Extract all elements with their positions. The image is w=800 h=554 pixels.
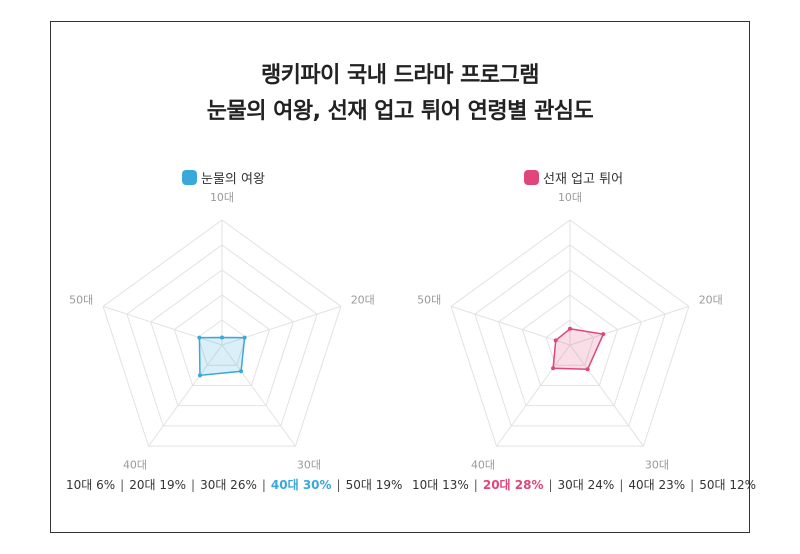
summary-separator: |	[690, 478, 695, 492]
data-point	[220, 335, 224, 340]
data-point	[601, 332, 606, 337]
legend-swatch-1	[182, 169, 197, 185]
axis-label: 20대	[699, 293, 723, 306]
data-point	[585, 367, 590, 372]
summary-item: 30대 24%	[557, 478, 615, 492]
legend-label-2: 선재 업고 튀어	[543, 171, 624, 187]
grid-spoke	[569, 305, 690, 346]
summary-separator: |	[336, 478, 341, 492]
data-point	[197, 373, 202, 378]
grid-ring	[521, 294, 619, 386]
grid-ring	[545, 319, 595, 366]
data-area	[198, 336, 246, 377]
grid-spoke	[148, 344, 223, 447]
axis-label: 30대	[645, 459, 669, 472]
grid-spoke	[450, 305, 571, 346]
axis-label: 20대	[351, 293, 375, 306]
data-point	[242, 335, 247, 340]
axis-label: 30대	[297, 459, 321, 472]
axis-label: 10대	[558, 191, 582, 204]
grid-ring	[150, 269, 294, 407]
summary-item: 40대 23%	[628, 478, 686, 492]
grid-spoke	[102, 305, 223, 346]
grid-spoke	[221, 344, 296, 447]
grid-spoke	[496, 344, 571, 447]
chart-title-line2: 눈물의 여왕, 선재 업고 튀어 연령별 관심도	[206, 99, 594, 124]
axis-label: 50대	[417, 293, 441, 306]
grid-ring	[126, 244, 318, 427]
summary-item: 10대 6%	[66, 478, 116, 492]
chart-frame	[50, 21, 750, 533]
data-point	[197, 335, 202, 340]
grid-spoke	[221, 305, 342, 346]
summary-separator: |	[473, 478, 478, 492]
legend-series-2: 선재 업고 튀어	[524, 167, 623, 187]
summary-item: 20대 19%	[129, 478, 187, 492]
radar-chart-2: 10대 20대 30대 40대 50대	[417, 191, 723, 472]
data-point	[553, 338, 558, 343]
summary-item: 10대 13%	[412, 478, 469, 492]
summary-separator: |	[191, 478, 196, 492]
axis-label: 40대	[123, 459, 147, 472]
summary-row-1: 10대 6% | 20대 19% | 30대 26% | 40대 30% | 50대 19%	[66, 476, 402, 493]
axis-label: 40대	[471, 459, 495, 472]
legend-label-1: 눈물의 여왕	[201, 171, 265, 187]
radar-chart-1: 10대 20대 30대 40대 50대	[69, 191, 375, 472]
grid-ring	[450, 219, 690, 447]
summary-item: 50대 12%	[699, 478, 757, 492]
grid-ring	[173, 294, 271, 386]
summary-separator: |	[261, 478, 266, 492]
legend-swatch-2	[524, 169, 539, 185]
data-area	[552, 327, 605, 371]
grid-spoke	[569, 344, 644, 447]
data-point	[568, 326, 572, 331]
grid-ring	[197, 319, 247, 366]
summary-separator: |	[619, 478, 624, 492]
summary-item: 30대 26%	[200, 478, 257, 492]
summary-item: 20대 28%	[482, 478, 544, 492]
axis-label: 50대	[69, 293, 93, 306]
data-point	[239, 369, 244, 374]
summary-separator: |	[548, 478, 553, 492]
grid-ring	[102, 219, 342, 447]
summary-item: 50대 19%	[345, 478, 403, 492]
axis-label: 10대	[210, 191, 234, 204]
grid-ring	[498, 269, 642, 407]
chart-title-line1: 랭키파이 국내 드라마 프로그램	[260, 63, 540, 88]
data-point	[551, 366, 556, 371]
summary-row-2: 10대 13% | 20대 28% | 30대 24% | 40대 23% | 50대 12%	[412, 476, 756, 493]
summary-item: 40대 30%	[270, 478, 332, 492]
summary-separator: |	[120, 478, 125, 492]
grid-ring	[474, 244, 666, 427]
legend-series-1: 눈물의 여왕	[182, 167, 265, 187]
